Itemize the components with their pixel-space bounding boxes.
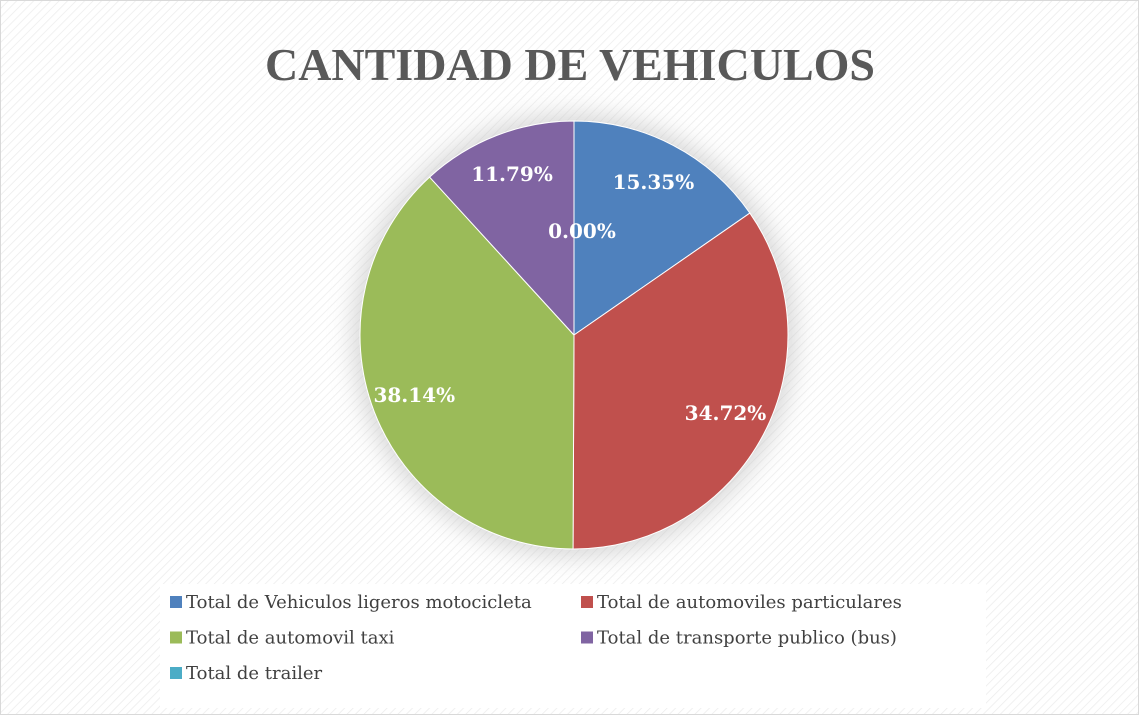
pie-slice xyxy=(359,176,575,550)
legend-label: Total de automoviles particulares xyxy=(597,592,902,613)
legend-swatch xyxy=(581,631,593,644)
pie-slice xyxy=(572,212,789,550)
pie-slice xyxy=(573,120,751,336)
pie-slice xyxy=(428,120,575,337)
pie xyxy=(359,120,789,550)
slice-label: 34.72% xyxy=(685,401,767,425)
legend-label: Total de transporte publico (bus) xyxy=(597,628,897,649)
legend-label: Total de trailer xyxy=(186,663,323,684)
slice-label: 15.35% xyxy=(613,170,695,194)
legend: Total de Vehiculos ligeros motocicleta To… xyxy=(170,592,902,684)
slice-label: 38.14% xyxy=(373,383,455,407)
legend-swatch xyxy=(581,596,593,608)
legend-swatch xyxy=(170,667,182,679)
chart-title: CANTIDAD DE VEHICULOS xyxy=(265,39,875,90)
legend-label: Total de automovil taxi xyxy=(186,628,395,649)
legend-box xyxy=(160,584,986,708)
slice-labels: 15.35% 34.72% 38.14% 11.79% 0.00% xyxy=(373,162,766,425)
legend-swatch xyxy=(170,596,182,608)
legend-label: Total de Vehiculos ligeros motocicleta xyxy=(186,592,532,613)
legend-swatch xyxy=(170,631,182,644)
slice-label: 11.79% xyxy=(471,162,553,186)
slice-label: 0.00% xyxy=(548,219,616,243)
